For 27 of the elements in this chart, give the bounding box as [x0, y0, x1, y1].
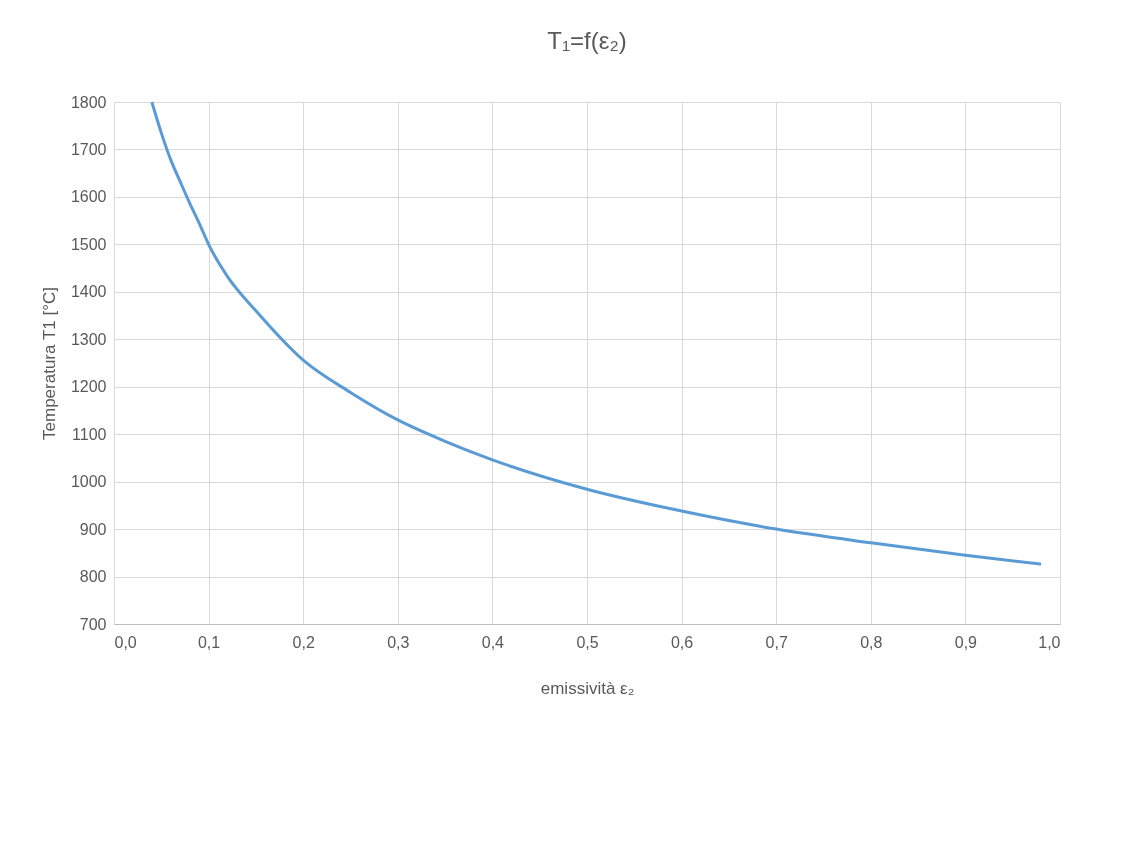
y-tick-label: 1800: [70, 93, 107, 111]
y-tick-label: 1200: [70, 378, 107, 396]
y-tick-label: 700: [79, 615, 107, 633]
y-axis-title: Temperatura T1 [°C]: [39, 287, 59, 440]
x-tick-label: 0,1: [197, 633, 221, 651]
line-series: [150, 100, 1043, 566]
chart-title: T₁=f(ε₂): [547, 27, 627, 54]
x-tick-label: 0,0: [114, 633, 137, 651]
x-tick-label: 0,9: [954, 633, 978, 651]
x-tick-label: 0,4: [481, 633, 505, 651]
x-tick-label: 0,6: [670, 633, 694, 651]
x-tick-label: 0,8: [860, 633, 883, 651]
x-axis-title: emissività ε₂: [540, 678, 635, 698]
y-tick-label: 1600: [70, 188, 107, 206]
x-tick-label: 0,5: [576, 633, 599, 651]
x-tick-label: 0,2: [292, 633, 315, 651]
y-tick-label: 1400: [70, 283, 107, 301]
y-tick-label: 1100: [72, 425, 107, 443]
x-tick-label: 0,7: [765, 633, 788, 651]
y-tick-label: 1000: [70, 473, 107, 491]
x-tick-label: 1,0: [1038, 633, 1061, 651]
y-tick-label: 900: [79, 520, 107, 538]
y-tick-label: 1700: [70, 140, 107, 158]
y-tick-label: 1300: [70, 330, 107, 348]
y-tick-label: 800: [79, 568, 107, 586]
y-tick-label: 1500: [70, 235, 107, 253]
x-tick-label: 0,3: [387, 633, 410, 651]
